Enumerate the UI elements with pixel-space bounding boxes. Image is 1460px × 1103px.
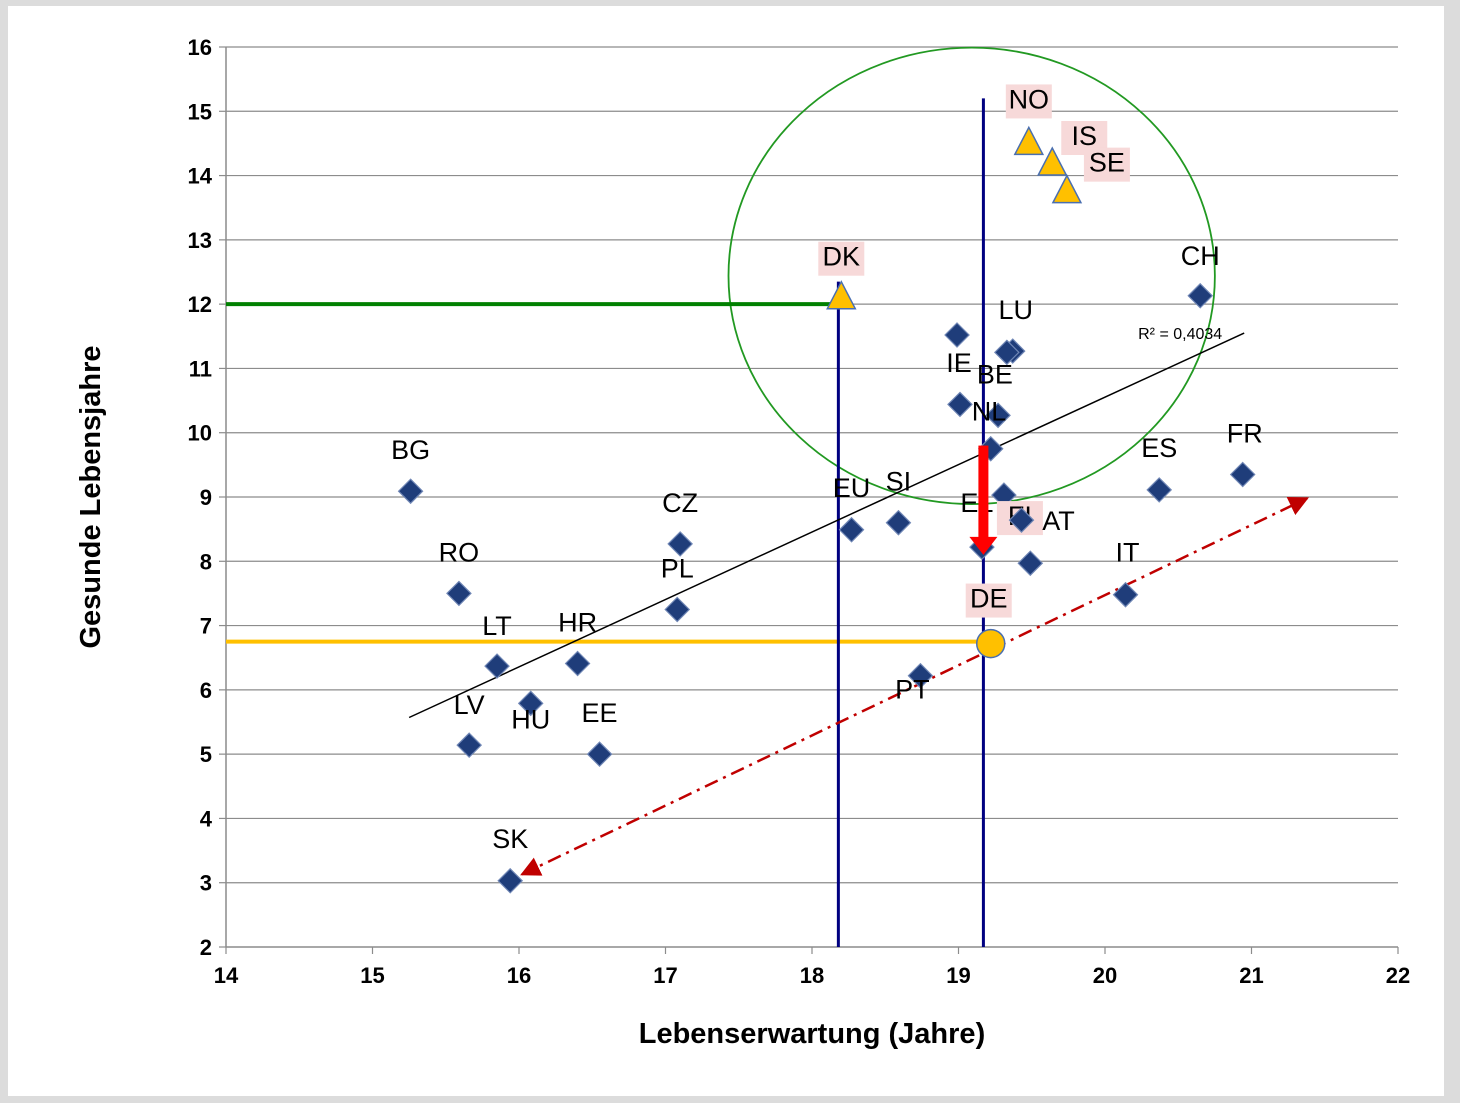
marker-cz <box>667 531 693 557</box>
point-label-be: BE <box>977 359 1013 389</box>
dashed-double-arrow <box>520 497 1309 876</box>
x-tick-label-18: 18 <box>800 963 824 988</box>
label-box-de <box>965 583 1012 618</box>
point-label-pt: PT <box>895 675 930 705</box>
marker-ee <box>586 741 613 767</box>
point-label-hr: HR <box>558 608 597 638</box>
x-tick-label-16: 16 <box>507 963 531 988</box>
y-tick-label-15: 15 <box>188 99 212 124</box>
point-label-fr: FR <box>1227 419 1263 449</box>
marker-sk <box>497 867 524 894</box>
marker-lt <box>484 653 510 679</box>
y-tick-label-3: 3 <box>200 871 212 896</box>
point-label-de: DE <box>970 584 1008 614</box>
label-box-dk <box>818 241 865 276</box>
y-tick-label-13: 13 <box>188 228 212 253</box>
x-tick-label-20: 20 <box>1093 963 1117 988</box>
down-arrow-head <box>969 536 998 555</box>
marker-ie <box>944 322 970 348</box>
marker-hr <box>564 650 591 677</box>
marker-pl <box>664 596 691 623</box>
point-label-nl: NL <box>972 396 1007 426</box>
chart-panel: 2 3 4 5 6 7 8 9 10 11 12 13 14 15 16 14 15 16 17 18 19 20 21 22… <box>8 6 1444 1096</box>
point-label-at: AT <box>1042 506 1075 536</box>
point-label-sk: SK <box>492 824 528 854</box>
y-tick-label-5: 5 <box>200 742 212 767</box>
marker-nl <box>985 402 1011 429</box>
marker-be <box>993 339 1020 366</box>
x-tick-label-19: 19 <box>946 963 970 988</box>
scatter-chart: 2 3 4 5 6 7 8 9 10 11 12 13 14 15 16 14 15 16 17 18 19 20 21 22… <box>75 35 1410 1050</box>
marker-s0-22 <box>1017 550 1044 577</box>
trendline <box>408 332 1245 719</box>
point-label-es: ES <box>1141 433 1177 463</box>
y-tick-label-14: 14 <box>188 164 213 189</box>
point-label-lu: LU <box>998 295 1033 325</box>
marker-bg <box>397 478 424 505</box>
y-axis-title: Gesunde Lebensjahre <box>75 346 107 649</box>
point-label-se: SE <box>1089 148 1125 178</box>
marker-it <box>1112 581 1139 608</box>
x-tick-label-15: 15 <box>360 963 384 988</box>
marker-es <box>1146 477 1173 503</box>
point-label-ch: CH <box>1181 241 1220 271</box>
marker-eu <box>838 516 865 543</box>
marker-fr <box>1229 461 1256 488</box>
y-tick-label-2: 2 <box>200 935 212 960</box>
point-label-si: SI <box>886 467 912 497</box>
y-tick-label-10: 10 <box>188 421 212 446</box>
down-arrow-shaft <box>978 445 989 539</box>
marker-se <box>1051 174 1083 204</box>
marker-no <box>1013 125 1045 156</box>
x-tick-label-14: 14 <box>214 963 239 988</box>
marker-pt <box>907 662 934 689</box>
marker-de <box>975 628 1006 659</box>
point-label-lv: LV <box>454 690 485 720</box>
y-tick-label-11: 11 <box>189 356 212 381</box>
marker-dk <box>826 280 857 310</box>
point-label-it: IT <box>1116 538 1140 568</box>
marker-lv <box>456 732 483 758</box>
x-tick-label-17: 17 <box>653 963 677 988</box>
trendline-r2-label: R² = 0,4034 <box>1138 326 1222 343</box>
point-label-pl: PL <box>661 554 694 584</box>
label-box-se <box>1083 147 1130 182</box>
x-tick-label-22: 22 <box>1386 963 1410 988</box>
marker-si <box>885 509 912 536</box>
point-label-bg: BG <box>391 435 430 465</box>
point-label-eu: EU <box>833 473 871 503</box>
y-tick-label-12: 12 <box>188 292 212 317</box>
point-label-ro: RO <box>439 537 480 567</box>
y-tick-label-7: 7 <box>200 614 212 639</box>
label-box-no <box>1005 84 1052 119</box>
marker-hu <box>517 690 544 717</box>
x-tick-label-21: 21 <box>1239 963 1263 988</box>
point-label-el: EL <box>960 488 993 518</box>
marker-ro <box>446 580 472 607</box>
marker-ch <box>1187 282 1214 309</box>
y-tick-label-6: 6 <box>200 678 212 703</box>
y-tick-label-8: 8 <box>200 549 212 574</box>
marker-is <box>1037 146 1068 176</box>
point-label-dk: DK <box>823 242 861 272</box>
point-label-lt: LT <box>482 611 512 641</box>
point-label-no: NO <box>1009 84 1050 114</box>
point-label-ie: IE <box>946 348 972 378</box>
y-tick-label-9: 9 <box>200 485 212 510</box>
point-label-cz: CZ <box>662 488 698 518</box>
x-axis-title: Lebenserwartung (Jahre) <box>639 1018 985 1050</box>
point-label-hu: HU <box>511 704 550 734</box>
y-tick-label-4: 4 <box>200 806 213 831</box>
marker-at <box>1008 507 1035 533</box>
point-label-is: IS <box>1072 121 1098 151</box>
point-label-ee: EE <box>582 698 618 728</box>
y-tick-label-16: 16 <box>188 35 212 60</box>
marker-s0-14 <box>947 391 973 418</box>
